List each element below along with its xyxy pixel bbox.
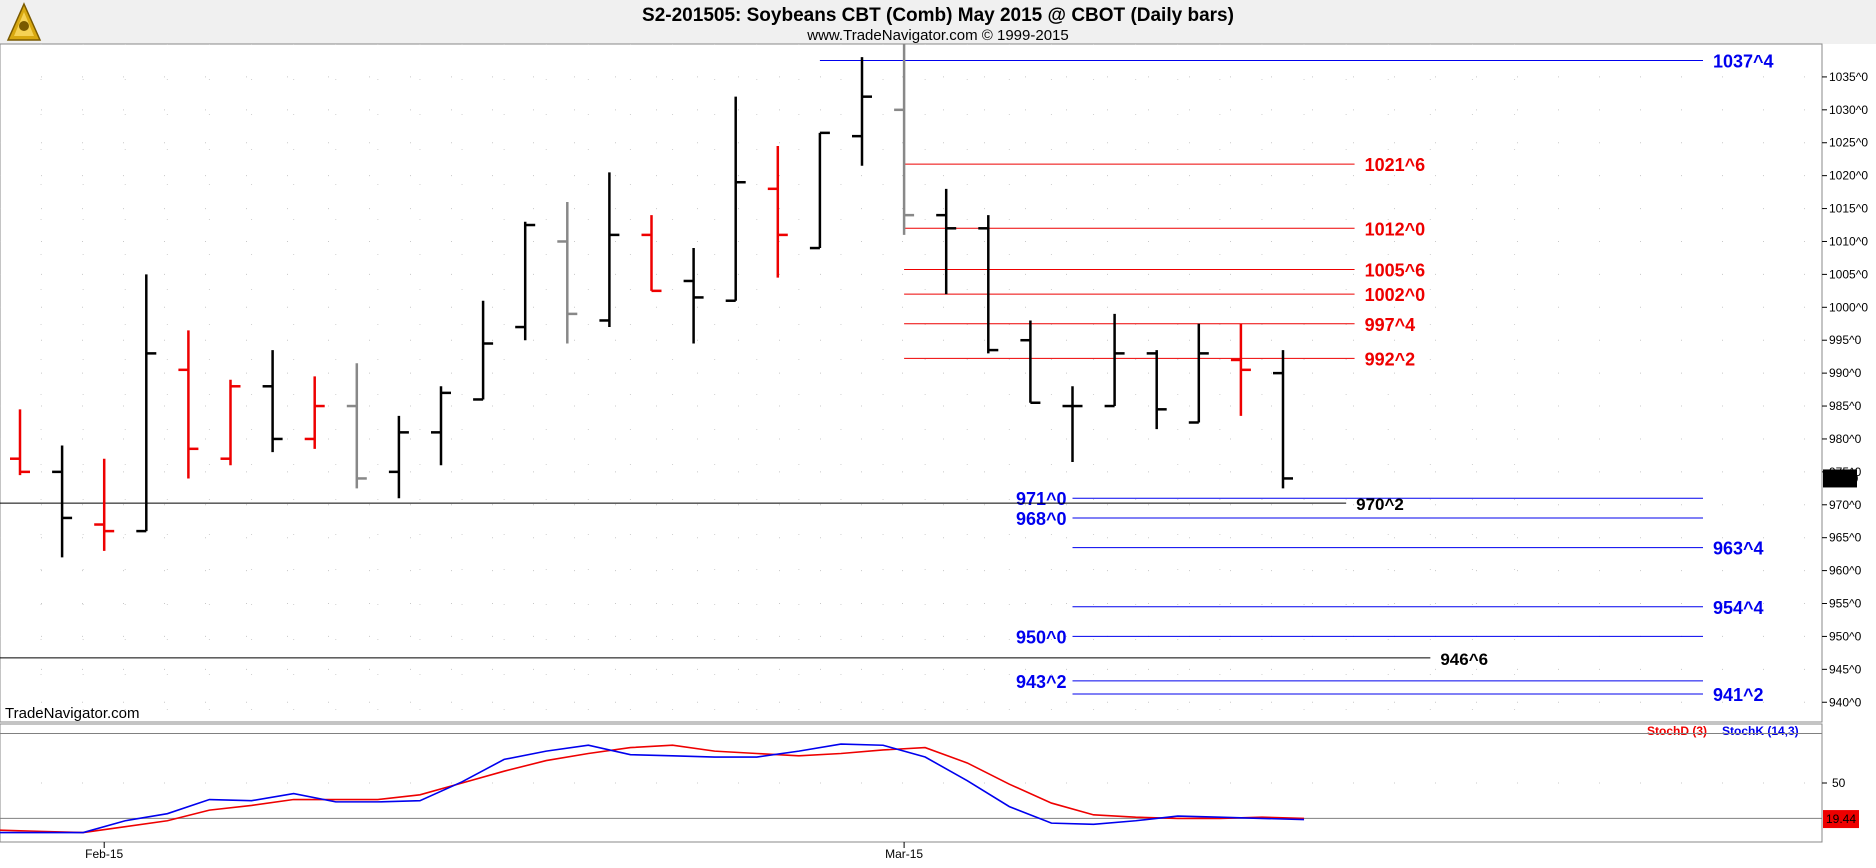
stochastic-last-box [1823,810,1859,829]
price-tick-label: 990^0 [1829,366,1862,380]
stochastic-line [0,744,1305,834]
price-tick-label: 1005^0 [1829,267,1868,281]
level-label: 968^0 [1016,509,1067,529]
trade-navigator-logo-icon [6,2,42,41]
stochastic-line [0,743,1305,834]
level-label: 1005^6 [1365,260,1426,280]
level-label: 963^4 [1713,539,1764,559]
chart-title: S2-201505: Soybeans CBT (Comb) May 2015 … [642,5,1234,26]
level-label: 971^0 [1016,489,1067,509]
level-label: 1002^0 [1365,285,1426,305]
price-tick-label: 985^0 [1829,399,1862,413]
price-tick-label: 1025^0 [1829,136,1868,150]
stochastic-panel [0,723,1823,843]
level-label: 1037^4 [1713,51,1774,71]
price-tick-label: 1035^0 [1829,70,1868,84]
level-label: 946^6 [1440,650,1488,669]
price-axis: 1035^0 1030^0 1025^0 1020^0 1015^0 1010^0 1005… [1822,70,1868,709]
last-price-box-bg [1823,469,1857,488]
level-label: 992^2 [1365,349,1416,369]
stochastic-lines: 19.44 [0,743,1859,834]
level-label: 941^2 [1713,685,1764,705]
price-panel [0,43,1823,723]
price-tick-label: 955^0 [1829,597,1862,611]
price-tick-label: 960^0 [1829,564,1862,578]
price-bars [10,44,1293,558]
stochastic-legend-entry: StochK (14,3) [1722,724,1799,738]
level-label: 1012^0 [1365,219,1426,239]
level-label: 954^4 [1713,598,1764,618]
stochastic-axis: 50 [0,732,1846,819]
date-axis: Feb-15 Mar-15 [85,842,923,861]
level-label: 997^4 [1365,315,1416,335]
header-band [0,0,1876,44]
date-label: Feb-15 [85,847,123,861]
stochastic-tick-label: 50 [1832,776,1846,790]
stochastic-legend-entry: StochD (3) [1647,724,1707,738]
watermark: TradeNavigator.com [5,705,140,722]
price-tick-label: 1030^0 [1829,103,1868,117]
price-tick-label: 940^0 [1829,695,1862,709]
level-label: 1021^6 [1365,155,1426,175]
stochastic-last-label: 19.44 [1826,812,1856,826]
last-price-label: 974^0 [1826,471,1859,485]
last-price-box: 974^0 [1823,469,1859,488]
price-tick-label: 950^0 [1829,629,1862,643]
price-tick-label: 945^0 [1829,662,1862,676]
level-label: 950^0 [1016,627,1067,647]
chart-subtitle: www.TradeNavigator.com © 1999-2015 [806,27,1068,44]
price-tick-label: 965^0 [1829,531,1862,545]
stochastic-legend: StochD (3) StochK (14,3) [1647,724,1799,738]
price-tick-label: 995^0 [1829,333,1862,347]
price-tick-label: 1000^0 [1829,300,1868,314]
level-label: 970^2 [1356,495,1404,514]
price-tick-label: 1010^0 [1829,234,1868,248]
date-label: Mar-15 [885,847,923,861]
level-label: 943^2 [1016,672,1067,692]
price-tick-label: 970^0 [1829,498,1862,512]
price-tick-label: 980^0 [1829,432,1862,446]
price-tick-label: 1020^0 [1829,169,1868,183]
price-tick-label: 1015^0 [1829,202,1868,216]
